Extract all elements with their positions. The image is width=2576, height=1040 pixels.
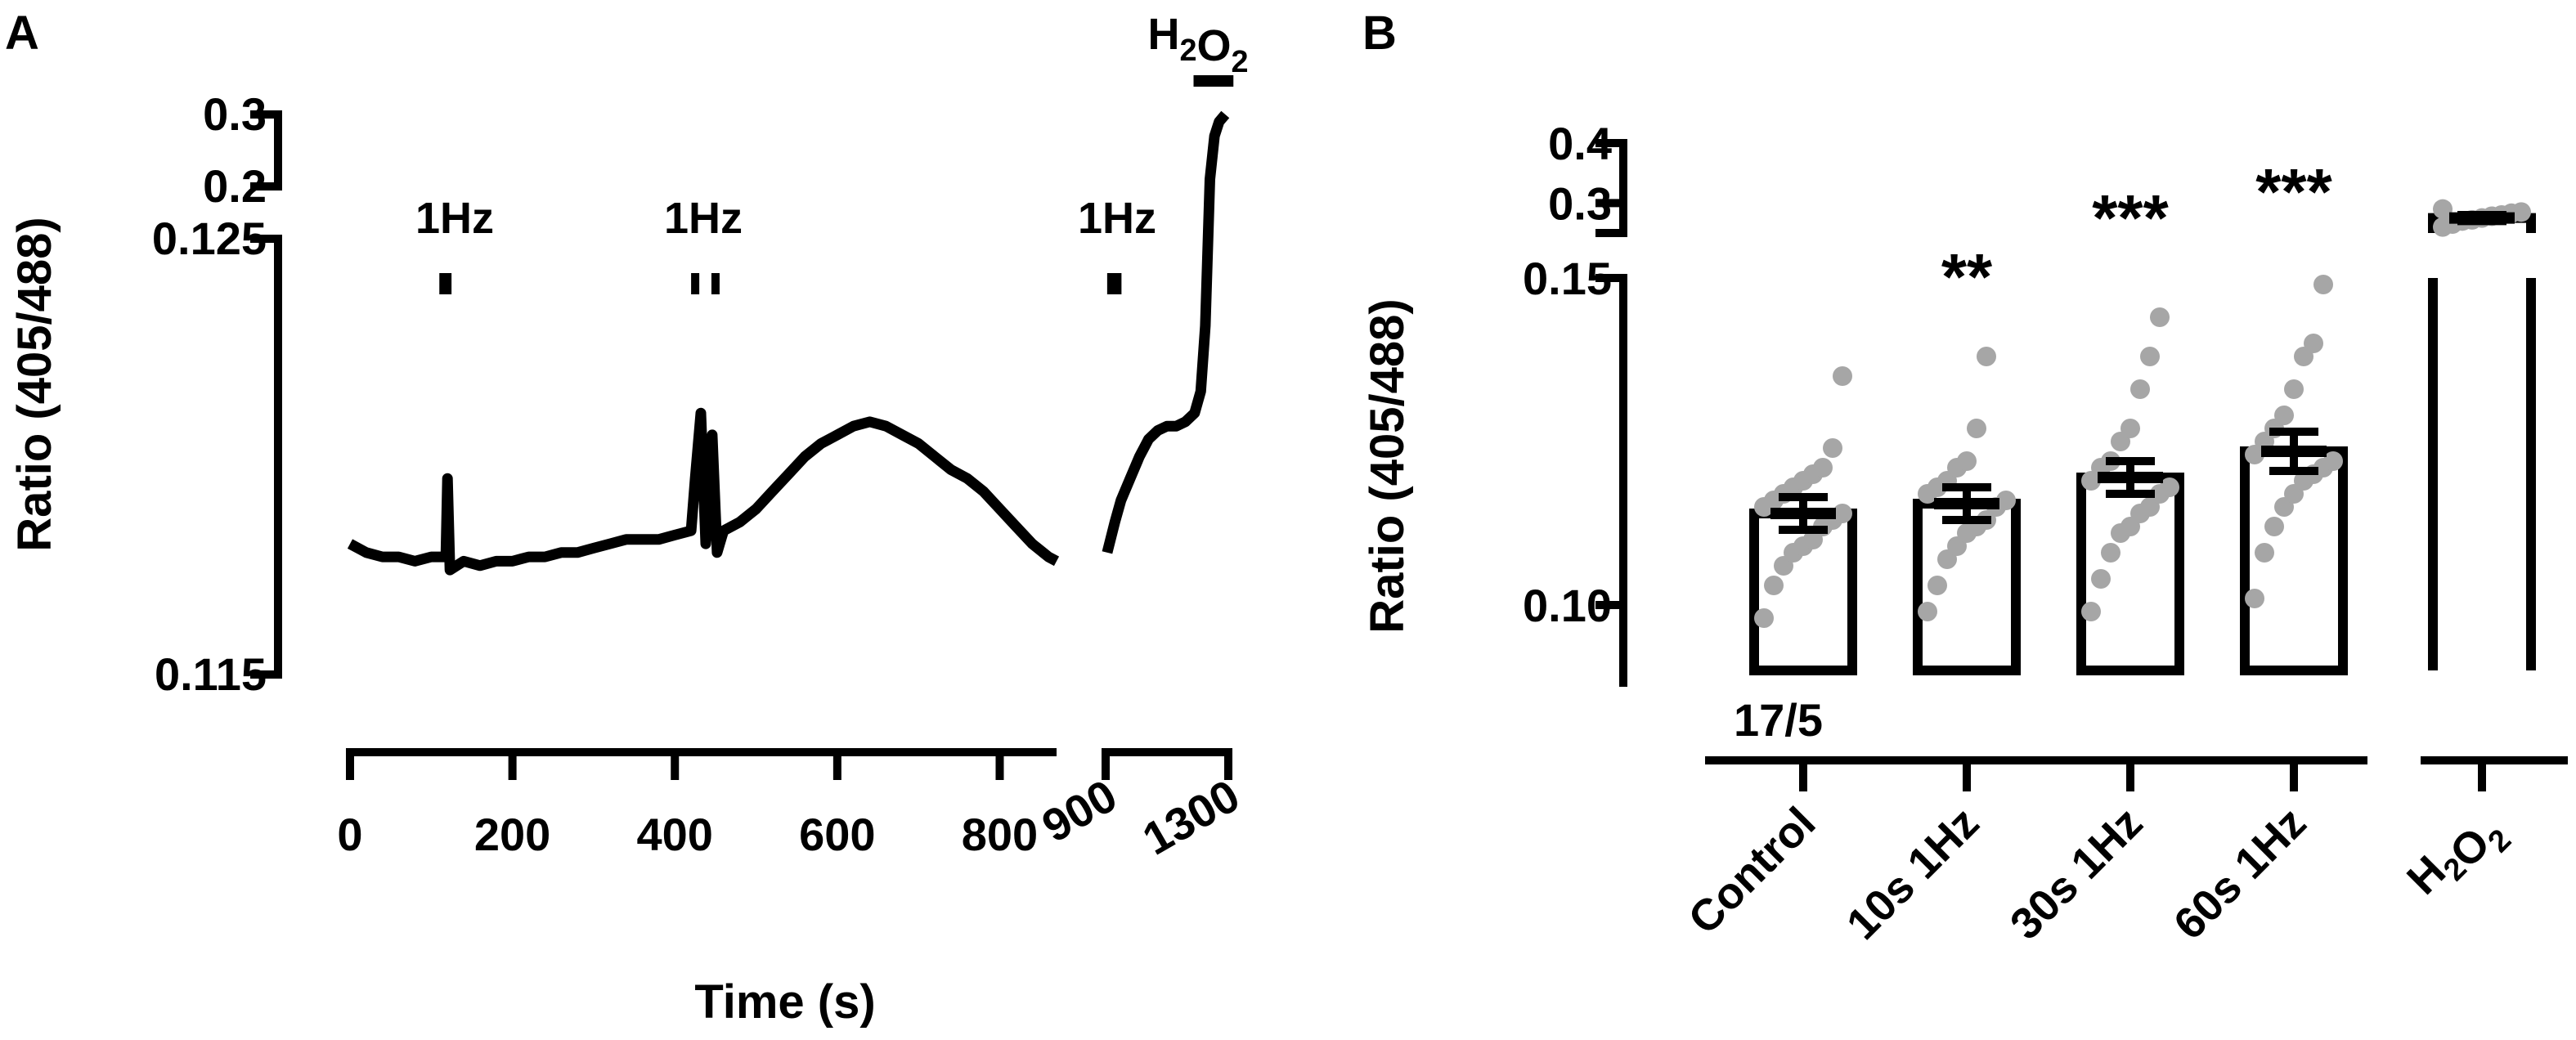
trace-series-1 xyxy=(1102,110,1230,554)
category-label: 60s 1Hz xyxy=(2165,798,2316,949)
h2o2-bar xyxy=(1193,75,1234,87)
data-point xyxy=(2245,589,2264,608)
data-point xyxy=(1754,608,1774,628)
trace-series-0 xyxy=(347,407,1060,576)
stimulus-label: 1Hz xyxy=(415,194,494,243)
x-tick-label: 0 xyxy=(337,809,362,860)
stimulus-bar xyxy=(1106,273,1115,294)
data-point xyxy=(2120,419,2140,438)
data-point xyxy=(1764,576,1784,595)
data-point xyxy=(2433,199,2453,219)
data-point xyxy=(2101,543,2120,563)
significance-stars: ** xyxy=(1941,240,1993,313)
data-point xyxy=(1813,458,1833,477)
data-point xyxy=(2511,202,2531,222)
data-point xyxy=(2255,543,2274,563)
stimulus-bar xyxy=(1113,273,1122,294)
panel-a-stimulus-markers: 1Hz 1Hz 1Hz H2O2 xyxy=(415,10,1249,294)
panel-b: B 0.100.150.30.4 ***** *** Control 10s 1Hz… xyxy=(1361,7,2568,949)
stimulus-label: 1Hz xyxy=(664,194,743,243)
data-point xyxy=(1996,491,2016,510)
x-tick-label: 600 xyxy=(799,809,875,860)
data-point xyxy=(2304,334,2323,353)
data-point xyxy=(2264,517,2284,536)
data-point xyxy=(2160,477,2179,497)
significance-stars: *** xyxy=(2255,155,2332,228)
x-tick-label: 200 xyxy=(474,809,550,860)
x-tick-label: 400 xyxy=(637,809,713,860)
data-point xyxy=(1918,602,1937,621)
category-label: Control xyxy=(1679,798,1824,944)
x-tick-label: 1300 xyxy=(1134,769,1248,865)
panel-b-y-axis: 0.100.150.30.4 xyxy=(1523,118,1627,687)
data-point xyxy=(2140,347,2160,366)
data-point xyxy=(1977,347,1996,366)
data-point xyxy=(2284,379,2304,399)
panel-a-x-title: Time (s) xyxy=(694,975,875,1029)
data-point xyxy=(1967,419,1986,438)
category-label: 10s 1Hz xyxy=(1838,798,1989,949)
y-tick-label: 0.2 xyxy=(203,160,267,212)
stimulus-bar xyxy=(691,273,700,294)
y-tick-label: 0.125 xyxy=(152,213,267,264)
bar-4 xyxy=(2428,278,2536,670)
stimulus-bar xyxy=(439,273,452,294)
y-tick-label: 0.10 xyxy=(1523,580,1612,631)
panel-b-x-axis: Control 10s 1Hz 30s 1Hz 60s 1Hz H2O2 xyxy=(1679,756,2568,949)
y-tick-label: 0.4 xyxy=(1548,118,1612,169)
data-point xyxy=(2313,275,2333,294)
panel-b-n-label: 17/5 xyxy=(1734,694,1823,746)
category-label: H2O2 xyxy=(2398,798,2518,918)
data-point xyxy=(1957,451,1977,471)
data-point xyxy=(1833,504,1852,523)
y-tick-label: 0.3 xyxy=(203,88,267,140)
data-point xyxy=(1823,438,1842,458)
x-tick-label: 800 xyxy=(962,809,1038,860)
data-point xyxy=(2091,569,2111,589)
stimulus-bar xyxy=(711,273,720,294)
data-point xyxy=(2081,602,2101,621)
panel-b-bars: ***** *** xyxy=(1749,155,2536,675)
panel-a-y-title: Ratio (405/488) xyxy=(8,217,61,551)
y-tick-label: 0.115 xyxy=(155,648,267,700)
data-point xyxy=(2130,379,2150,399)
panel-a-letter: A xyxy=(5,7,39,60)
panel-a-trace xyxy=(347,110,1230,576)
h2o2-label: H2O2 xyxy=(1147,10,1248,79)
data-point xyxy=(2274,406,2294,425)
data-point xyxy=(2150,307,2170,327)
panel-b-y-title: Ratio (405/488) xyxy=(1361,298,1414,633)
x-tick-label: 900 xyxy=(1034,769,1125,852)
stimulus-label: 1Hz xyxy=(1078,194,1156,243)
data-point xyxy=(1833,366,1852,386)
y-tick-label: 0.3 xyxy=(1548,177,1612,229)
data-point xyxy=(2323,451,2343,471)
data-point xyxy=(1928,576,1947,595)
category-label: 30s 1Hz xyxy=(2001,798,2152,949)
panel-b-letter: B xyxy=(1362,7,1397,60)
significance-stars: *** xyxy=(2092,182,2169,254)
